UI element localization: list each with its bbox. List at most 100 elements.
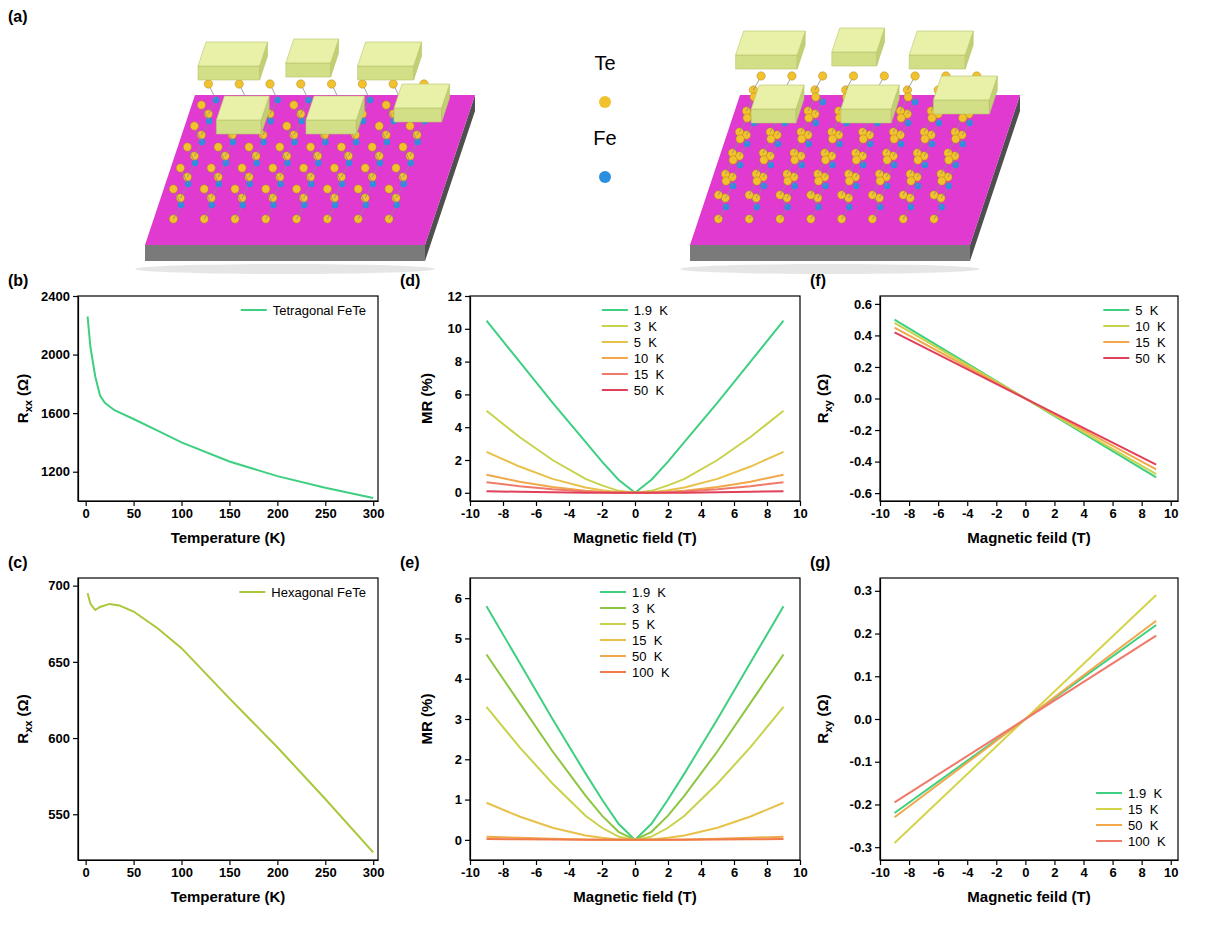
atom (245, 143, 253, 151)
data-line (895, 332, 1157, 464)
y-tick: 1 (455, 792, 470, 807)
y-tick-label: 0.0 (854, 712, 872, 727)
x-axis-title: Temperature (K) (171, 529, 286, 546)
x-tick: 2 (665, 860, 672, 880)
y-tick-label: -0.1 (850, 754, 872, 769)
y-tick-mark (73, 472, 78, 473)
x-tick: -6 (933, 860, 945, 880)
x-tick-label: -6 (531, 506, 543, 521)
legend-label: 15 K (1128, 802, 1159, 817)
x-tick-label: -10 (461, 865, 480, 880)
x-tick: -4 (962, 501, 974, 521)
atom (845, 177, 853, 185)
atom (262, 185, 270, 193)
panel-a: (a)TeFe (8, 8, 1020, 274)
y-tick-label: 1 (455, 792, 462, 807)
y-tick-mark (875, 335, 880, 336)
x-tick: 6 (731, 501, 738, 521)
legend-swatch (602, 309, 628, 311)
y-tick-mark (73, 413, 78, 414)
x-tick-label: 0 (83, 506, 90, 521)
electrode-front (841, 109, 891, 123)
y-tick-mark (465, 840, 470, 841)
panel-label: (e) (400, 554, 420, 571)
atom-legend-dot (599, 96, 611, 108)
y-tick-mark (875, 804, 880, 805)
y-tick-label: 0.1 (854, 669, 872, 684)
legend-entry: 50 K (1096, 818, 1159, 833)
legend-entry: 5 K (1103, 303, 1158, 318)
y-tick-mark (875, 676, 880, 677)
y-title-base: R (14, 733, 31, 744)
x-tick-label: -4 (564, 506, 576, 521)
atom (907, 177, 915, 185)
y-tick-label: 1600 (41, 406, 70, 421)
x-tick: 0 (1022, 860, 1029, 880)
legend-label: 10 K (1135, 319, 1166, 334)
panel-label: (g) (810, 554, 830, 571)
x-tick-label: -10 (871, 865, 890, 880)
plot-frame (880, 578, 1178, 860)
x-tick: 8 (1139, 860, 1146, 880)
atom (399, 143, 407, 151)
atom (330, 164, 338, 172)
y-axis-line (470, 579, 471, 861)
y-tick-label: 1200 (41, 464, 70, 479)
x-tick-label: -8 (498, 865, 510, 880)
chart: -10-8-6-4-20246810-0.6-0.4-0.20.00.20.40… (810, 272, 1179, 546)
data-line (487, 707, 784, 840)
panel-label: (b) (8, 272, 28, 289)
atom (849, 72, 857, 80)
legend: 1.9 K3 K5 K10 K15 K50 K (602, 303, 668, 398)
x-tick-label: 8 (1139, 865, 1146, 880)
hexagonal-sample (680, 28, 1020, 274)
y-tick-label: 0.0 (854, 391, 872, 406)
legend: 1.9 K15 K50 K100 K (1096, 786, 1166, 849)
x-tick-label: 2 (665, 865, 672, 880)
legend-swatch (1096, 808, 1122, 810)
y-tick: 0 (455, 485, 470, 500)
y-tick: 1200 (41, 464, 78, 479)
data-line (487, 411, 784, 493)
data-line (895, 320, 1157, 478)
x-tick-label: 150 (219, 865, 241, 880)
panel-label: (a) (8, 8, 28, 25)
panel-label: (f) (810, 272, 826, 289)
atom (276, 143, 284, 151)
legend-label: 50 K (634, 383, 665, 398)
y-tick: -0.3 (850, 840, 880, 855)
x-tick: -10 (871, 501, 890, 521)
legend-entry: 15 K (600, 633, 663, 648)
legend-swatch (239, 591, 265, 593)
y-axis: 550600650700 (48, 578, 78, 860)
y-axis-title: MR (%) (418, 694, 435, 745)
legend-swatch (1096, 824, 1122, 826)
y-axis-line (880, 579, 881, 861)
legend-swatch (602, 357, 628, 359)
legend-swatch (602, 373, 628, 375)
plot-frame (78, 296, 378, 501)
atom (798, 135, 806, 143)
x-tick: 150 (219, 501, 241, 521)
atom (914, 156, 922, 164)
y-tick-mark (465, 296, 470, 297)
electrode-front (909, 55, 965, 69)
atom-legend-dot (599, 171, 611, 183)
y-tick-mark (73, 738, 78, 739)
legend-swatch (1103, 341, 1129, 343)
x-tick: 50 (127, 501, 141, 521)
y-axis-title: Rxx (Ω) (14, 694, 34, 743)
x-tick-label: -8 (498, 506, 510, 521)
atom (722, 177, 730, 185)
y-tick-label: -0.4 (850, 454, 873, 469)
y-title-sub: xx (22, 399, 34, 412)
x-tick: 50 (127, 860, 141, 880)
legend-label: 50 K (1135, 351, 1166, 366)
x-tick: 6 (1109, 860, 1116, 880)
atom (753, 177, 761, 185)
legend-entry: 10 K (602, 351, 665, 366)
substrate-front (145, 245, 425, 261)
electrode-front (306, 120, 356, 134)
y-tick-mark (875, 719, 880, 720)
legend-swatch (1103, 325, 1129, 327)
